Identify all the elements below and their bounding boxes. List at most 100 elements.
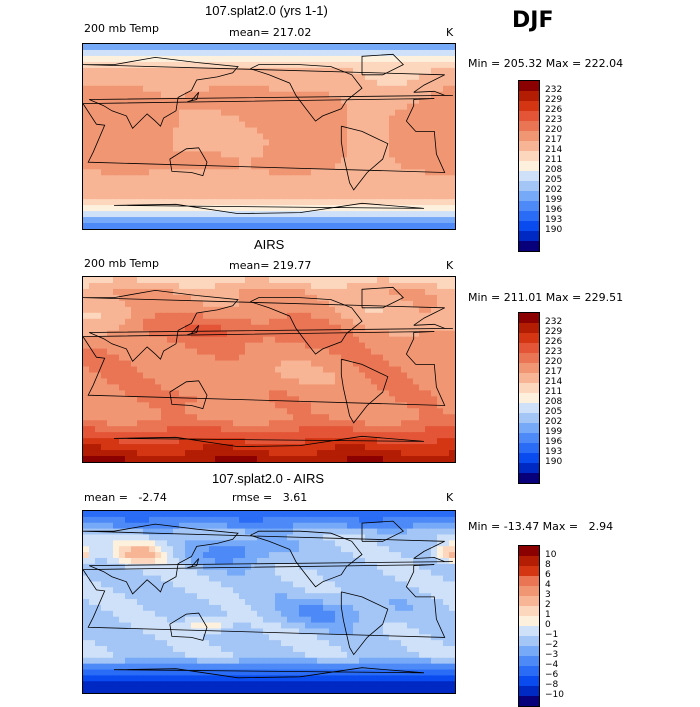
heatmap-cell <box>431 145 438 153</box>
heatmap-cell <box>377 366 384 374</box>
heatmap-cell <box>395 528 402 536</box>
heatmap-cell <box>389 121 396 129</box>
heatmap-cell <box>221 366 228 374</box>
heatmap-cell <box>101 408 108 415</box>
heatmap-cell <box>167 151 174 158</box>
heatmap-cell <box>389 599 396 606</box>
heatmap-cell <box>251 569 258 577</box>
heatmap-cell <box>269 294 276 302</box>
heatmap-cell <box>431 516 438 524</box>
heatmap-cell <box>275 414 282 421</box>
heatmap-cell <box>383 348 390 356</box>
heatmap-cell <box>113 420 120 427</box>
heatmap-cell <box>413 426 420 433</box>
heatmap-cell <box>131 540 138 547</box>
heatmap-cell <box>107 414 114 421</box>
heatmap-cell <box>149 157 156 164</box>
heatmap-cell <box>305 199 312 206</box>
heatmap-cell <box>143 414 150 421</box>
heatmap-cell <box>245 115 252 123</box>
heatmap-cell <box>299 115 306 123</box>
colorbar-swatch <box>519 353 539 363</box>
heatmap-cell <box>203 127 210 135</box>
heatmap-cell <box>401 139 408 147</box>
heatmap-cell <box>377 294 384 302</box>
heatmap-cell <box>281 348 288 356</box>
heatmap-cell <box>257 127 264 135</box>
heatmap-cell <box>299 372 306 380</box>
heatmap-cell <box>143 67 150 75</box>
heatmap-cell <box>317 426 324 433</box>
heatmap-cell <box>263 55 270 63</box>
heatmap-cell <box>161 115 168 123</box>
heatmap-cell <box>347 318 354 326</box>
heatmap-cell <box>203 414 210 421</box>
heatmap-cell <box>215 151 222 158</box>
heatmap-cell <box>233 55 240 63</box>
heatmap-cell <box>83 300 90 308</box>
heatmap-cell <box>413 282 420 290</box>
heatmap-cell <box>401 312 408 320</box>
heatmap-cell <box>431 354 438 362</box>
heatmap-cell <box>365 175 372 182</box>
heatmap-cell <box>155 390 162 397</box>
heatmap-cell <box>269 569 276 577</box>
heatmap-cell <box>281 91 288 99</box>
heatmap-cell <box>329 402 336 409</box>
heatmap-cell <box>149 587 156 594</box>
heatmap-cell <box>197 372 204 380</box>
heatmap-cell <box>209 390 216 397</box>
heatmap-cell <box>371 157 378 164</box>
heatmap-cell <box>413 306 420 314</box>
heatmap-cell <box>401 97 408 105</box>
heatmap-cell <box>293 563 300 571</box>
heatmap-cell <box>347 169 354 176</box>
heatmap-cell <box>101 318 108 326</box>
heatmap-cell <box>209 91 216 99</box>
heatmap-cell <box>371 294 378 302</box>
heatmap-cell <box>137 193 144 200</box>
heatmap-cell <box>221 151 228 158</box>
heatmap-cell <box>179 115 186 123</box>
heatmap-cell <box>167 360 174 368</box>
heatmap-cell <box>329 223 336 229</box>
heatmap-cell <box>329 360 336 368</box>
heatmap-cell <box>203 115 210 123</box>
heatmap-cell <box>347 599 354 606</box>
heatmap-cell <box>95 396 102 403</box>
heatmap-cell <box>95 378 102 386</box>
heatmap-cell <box>203 49 210 57</box>
panel2-heatmap <box>83 277 455 462</box>
heatmap-cell <box>323 277 330 284</box>
heatmap-cell <box>407 133 414 141</box>
heatmap-cell <box>131 593 138 600</box>
heatmap-cell <box>323 599 330 606</box>
heatmap-cell <box>371 384 378 391</box>
heatmap-cell <box>95 306 102 314</box>
heatmap-cell <box>83 151 90 158</box>
heatmap-cell <box>335 402 342 409</box>
heatmap-cell <box>437 604 444 612</box>
heatmap-cell <box>419 61 426 69</box>
heatmap-cell <box>203 55 210 63</box>
heatmap-cell <box>305 312 312 320</box>
heatmap-cell <box>173 223 180 229</box>
heatmap-cell <box>377 73 384 81</box>
heatmap-cell <box>347 73 354 81</box>
heatmap-cell <box>197 175 204 182</box>
heatmap-cell <box>89 211 96 218</box>
heatmap-cell <box>161 85 168 93</box>
heatmap-cell <box>155 599 162 606</box>
heatmap-cell <box>257 288 264 296</box>
heatmap-cell <box>245 288 252 296</box>
heatmap-cell <box>317 342 324 350</box>
heatmap-cell <box>137 569 144 577</box>
heatmap-cell <box>287 55 294 63</box>
heatmap-cell <box>299 432 306 439</box>
heatmap-cell <box>395 91 402 99</box>
heatmap-cell <box>443 318 450 326</box>
heatmap-cell <box>251 516 258 524</box>
colorbar-tick-label: 214 <box>545 145 563 155</box>
heatmap-cell <box>257 217 264 224</box>
heatmap-cell <box>149 223 156 229</box>
